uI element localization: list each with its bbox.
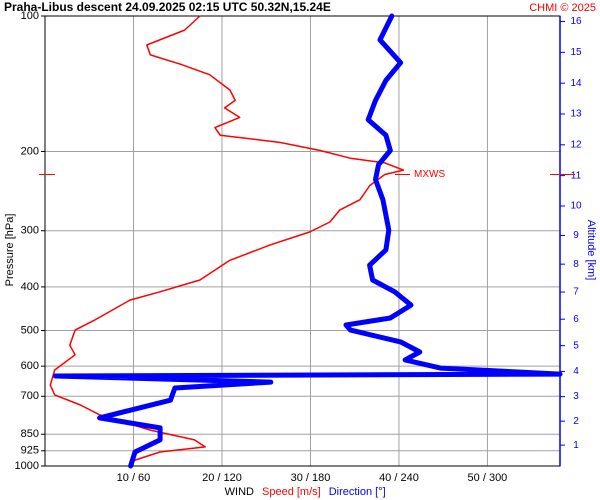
legend-label: Speed [m/s] [262, 486, 321, 498]
y-axis-label: Pressure [hPa] [4, 214, 16, 287]
y2-tick-label: 3 [573, 391, 579, 402]
legend-label: Direction [°] [329, 486, 386, 498]
y2-tick-label: 2 [573, 416, 579, 427]
y-tick-label: 200 [21, 145, 39, 157]
y2-tick-label: 7 [573, 287, 579, 298]
y2-tick-label: 12 [570, 139, 582, 150]
x-tick-label: 20 / 120 [202, 472, 242, 484]
y2-tick-label: 13 [570, 109, 582, 120]
x-tick-label: 50 / 300 [468, 472, 508, 484]
credit: CHMI © 2025 [529, 2, 596, 14]
y2-tick-label: 6 [573, 314, 579, 325]
y2-tick-label: 4 [573, 366, 579, 377]
chart-title: Praha-Libus descent 24.09.2025 02:15 UTC… [4, 0, 331, 14]
y-tick-label: 925 [21, 445, 39, 457]
y-tick-label: 600 [21, 360, 39, 372]
y2-tick-label: 14 [570, 78, 582, 89]
y-tick-label: 300 [21, 225, 39, 237]
x-tick-label: 10 / 60 [117, 472, 151, 484]
y2-tick-label: 1 [573, 440, 579, 451]
y2-tick-label: 16 [570, 16, 582, 27]
y-tick-label: 100 [21, 10, 39, 22]
y2-tick-label: 5 [573, 340, 579, 351]
y2-tick-label: 10 [570, 201, 582, 212]
y-tick-label: 400 [21, 281, 39, 293]
x-tick-label: 30 / 180 [291, 472, 331, 484]
profile-line [52, 13, 563, 469]
x-axis-label: WIND [225, 486, 254, 498]
y2-tick-label: 15 [570, 47, 582, 58]
y-tick-label: 500 [21, 324, 39, 336]
y2-tick-label: 11 [571, 170, 582, 181]
x-tick-label: 40 / 240 [379, 472, 419, 484]
y-tick-label: 850 [21, 428, 39, 440]
y2-tick-label: 8 [573, 259, 579, 270]
y2-tick-label: 9 [573, 230, 579, 241]
y-tick-label: 700 [21, 390, 39, 402]
annotation: MXWS [414, 169, 445, 180]
profile-line [49, 15, 405, 467]
y2-axis-label: Altitude [km] [585, 220, 597, 281]
y-tick-label: 1000 [15, 460, 39, 472]
